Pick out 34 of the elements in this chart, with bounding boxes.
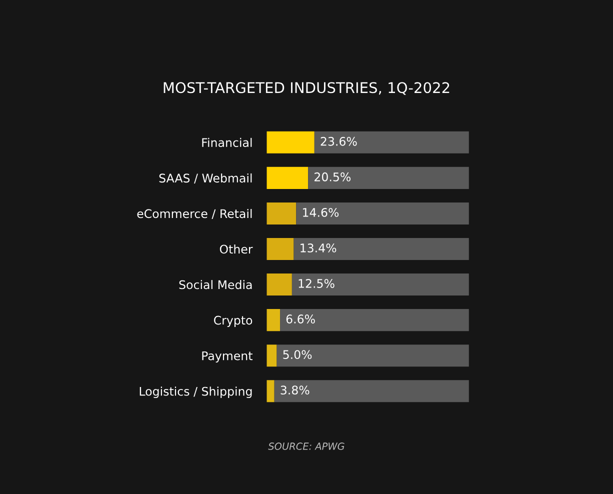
data-label: 13.4% bbox=[300, 243, 336, 252]
y-tick-label: Financial bbox=[202, 138, 252, 148]
bar bbox=[266, 274, 292, 296]
y-tick-label: Social Media bbox=[179, 280, 252, 290]
y-tick-label: Other bbox=[220, 244, 253, 254]
data-label: 23.6% bbox=[320, 136, 357, 146]
bar bbox=[294, 238, 469, 260]
bar bbox=[266, 131, 314, 154]
bar bbox=[280, 309, 469, 332]
bar bbox=[266, 238, 294, 260]
y-tick-label: Logistics / Shipping bbox=[140, 386, 252, 398]
bar bbox=[314, 131, 469, 154]
data-label: 3.8% bbox=[280, 386, 310, 395]
data-label: 14.6% bbox=[303, 208, 339, 217]
bar bbox=[266, 309, 280, 332]
bar bbox=[266, 380, 274, 402]
bar bbox=[266, 344, 277, 367]
bar bbox=[292, 274, 469, 296]
y-tick-label: eCommerce / Retail bbox=[137, 208, 252, 220]
y-tick-label: SAAS / Webmail bbox=[159, 173, 252, 184]
bar bbox=[296, 202, 469, 224]
y-tick-label: Crypto bbox=[214, 316, 252, 327]
data-label: 5.0% bbox=[283, 350, 312, 360]
bar bbox=[266, 202, 296, 224]
data-label: 12.5% bbox=[298, 279, 334, 288]
y-tick-label: Payment bbox=[202, 351, 252, 363]
chart-title: MOST-TARGETED INDUSTRIES, 1Q-2022 bbox=[164, 82, 450, 95]
data-label: 6.6% bbox=[286, 314, 315, 324]
bar bbox=[276, 344, 469, 367]
bar bbox=[266, 166, 308, 189]
bar bbox=[274, 380, 469, 402]
bar bbox=[308, 166, 469, 189]
data-label: 20.5% bbox=[314, 172, 351, 182]
source-note: SOURCE: APWG bbox=[268, 442, 344, 450]
